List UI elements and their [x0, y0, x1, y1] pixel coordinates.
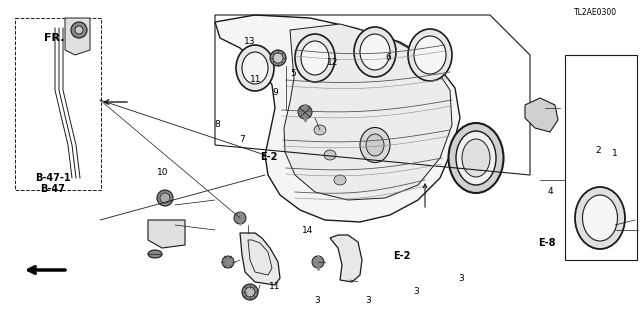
Text: 10: 10 — [157, 168, 169, 177]
Text: 9: 9 — [273, 88, 278, 97]
Ellipse shape — [148, 250, 162, 258]
Text: 12: 12 — [327, 58, 339, 67]
Text: FR.: FR. — [44, 33, 65, 44]
Circle shape — [298, 105, 312, 119]
Ellipse shape — [242, 52, 268, 84]
Polygon shape — [284, 24, 452, 200]
Text: 3: 3 — [413, 287, 419, 296]
Circle shape — [273, 53, 283, 63]
Circle shape — [71, 22, 87, 38]
Polygon shape — [330, 235, 362, 282]
Text: 3: 3 — [365, 296, 371, 305]
Ellipse shape — [295, 34, 335, 82]
Text: 7: 7 — [239, 135, 244, 144]
Circle shape — [160, 193, 170, 203]
Text: 14: 14 — [301, 226, 313, 235]
Text: E-2: E-2 — [260, 152, 278, 162]
Text: 3: 3 — [314, 296, 319, 305]
Text: 11: 11 — [269, 282, 281, 291]
Text: E-8: E-8 — [538, 238, 556, 248]
Circle shape — [245, 287, 255, 297]
Polygon shape — [525, 98, 558, 132]
Text: 3: 3 — [458, 274, 463, 283]
Ellipse shape — [354, 27, 396, 77]
Ellipse shape — [334, 175, 346, 185]
Circle shape — [75, 26, 83, 34]
Ellipse shape — [449, 123, 504, 193]
Bar — [15, 18, 101, 190]
Text: 8: 8 — [215, 120, 220, 129]
Text: B-47: B-47 — [40, 184, 65, 194]
Text: 13: 13 — [244, 37, 255, 46]
Ellipse shape — [360, 127, 390, 163]
Ellipse shape — [324, 150, 336, 160]
Ellipse shape — [301, 41, 329, 75]
Text: 4: 4 — [548, 188, 553, 196]
Ellipse shape — [314, 125, 326, 135]
Ellipse shape — [575, 187, 625, 249]
Ellipse shape — [456, 131, 496, 185]
Polygon shape — [65, 18, 90, 55]
Circle shape — [234, 212, 246, 224]
Polygon shape — [215, 15, 460, 222]
Circle shape — [312, 256, 324, 268]
Circle shape — [270, 50, 286, 66]
Text: 1: 1 — [612, 149, 617, 158]
Text: 11: 11 — [250, 76, 262, 84]
Ellipse shape — [462, 139, 490, 177]
Ellipse shape — [236, 45, 274, 91]
Bar — [565, 55, 637, 260]
Text: E-2: E-2 — [393, 251, 411, 261]
Text: 6: 6 — [386, 53, 391, 62]
Text: B-47-1: B-47-1 — [35, 172, 70, 183]
Ellipse shape — [366, 134, 384, 156]
Ellipse shape — [414, 36, 446, 74]
Polygon shape — [240, 233, 280, 285]
Circle shape — [222, 256, 234, 268]
Ellipse shape — [408, 29, 452, 81]
Ellipse shape — [360, 34, 390, 70]
Text: 5: 5 — [291, 69, 296, 78]
Text: TL2AE0300: TL2AE0300 — [573, 8, 617, 17]
Ellipse shape — [582, 195, 618, 241]
Circle shape — [157, 190, 173, 206]
Polygon shape — [148, 220, 185, 248]
Text: 2: 2 — [596, 146, 601, 155]
Circle shape — [242, 284, 258, 300]
